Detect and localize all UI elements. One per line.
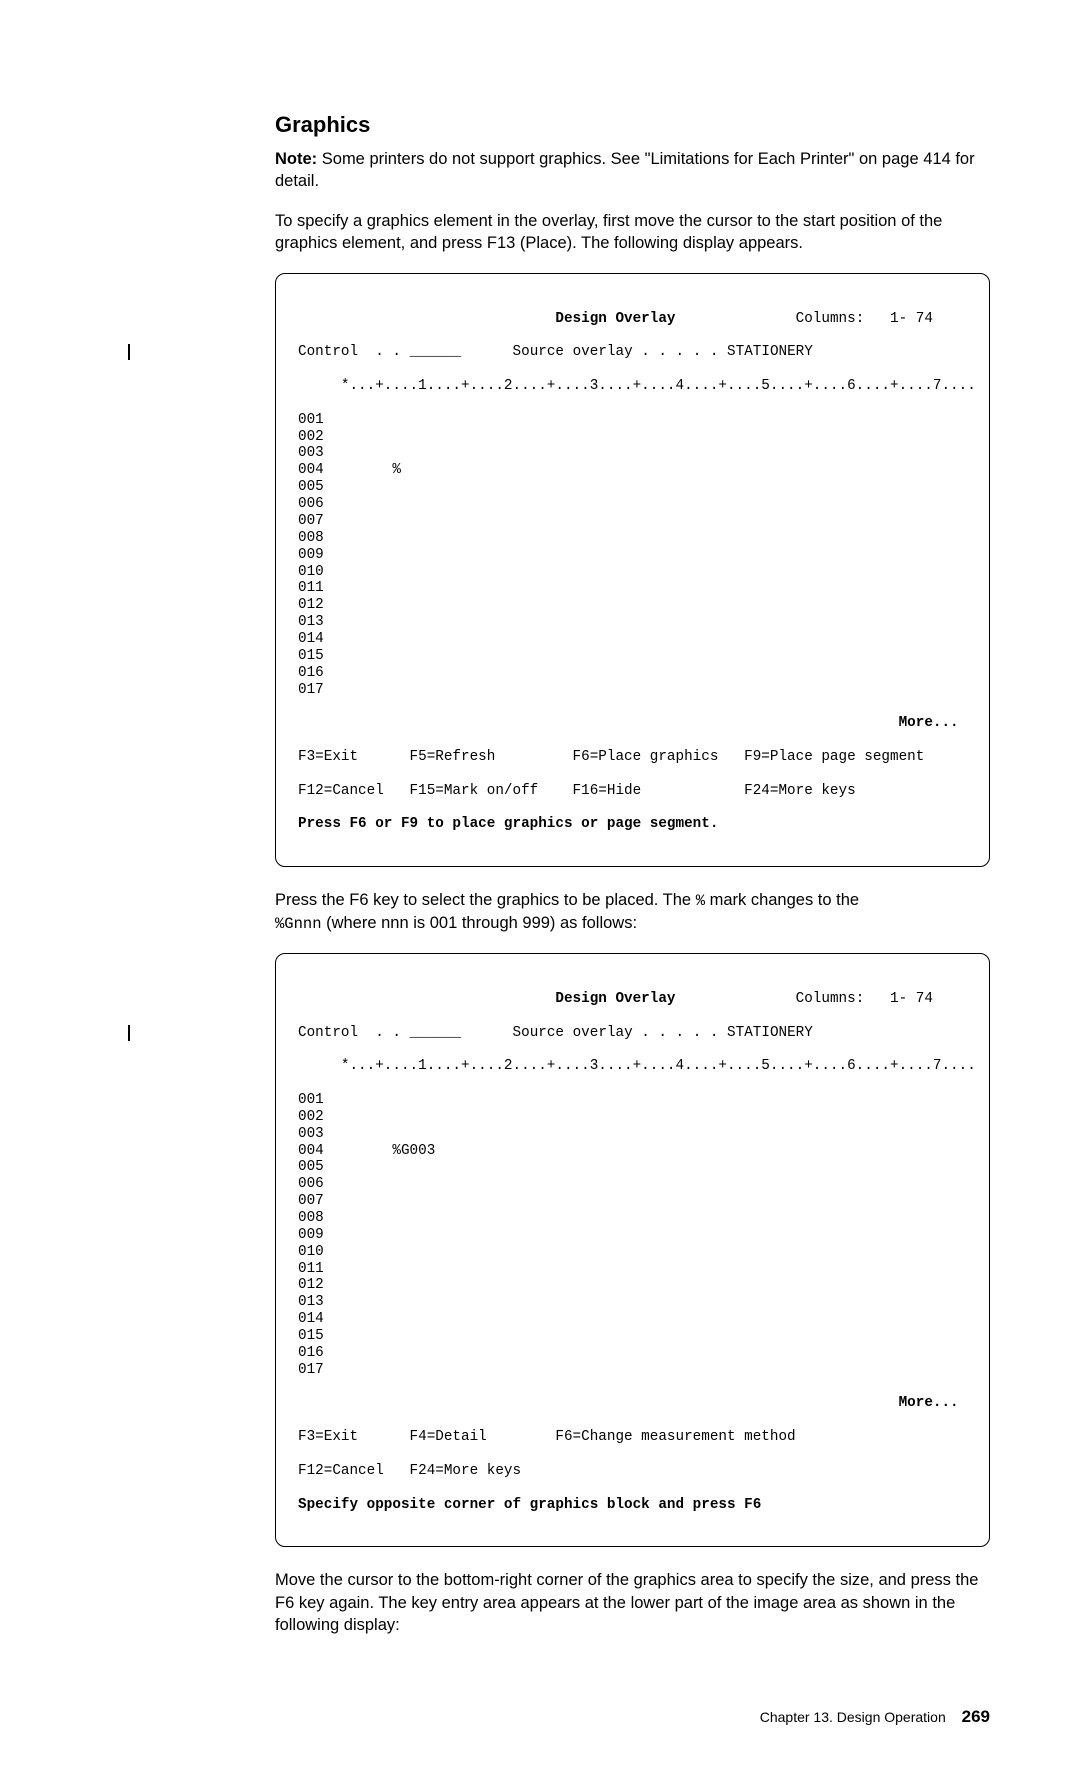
change-bar-icon [128,1025,130,1041]
more-indicator: More... [899,715,959,731]
change-bar-icon [128,344,130,360]
control-label: Control . . [298,1025,401,1041]
note-pageref: 414 [923,150,951,168]
term-row: 011 [298,1261,967,1278]
source-label: Source overlay . . . . . [513,1025,719,1041]
term-row: 012 [298,1277,967,1294]
term-row: 002 [298,1109,967,1126]
term-prompt: Press F6 or F9 to place graphics or page… [298,816,967,833]
term-row: 011 [298,580,967,597]
term-fkeys-1: F3=Exit F5=Refresh F6=Place graphics F9=… [298,749,967,766]
term-row: 014 [298,1311,967,1328]
term-row: 007 [298,1193,967,1210]
term-pad [676,311,796,327]
percent-mark: % [696,892,705,910]
mid-paragraph: Press the F6 key to select the graphics … [275,889,990,935]
term-ruler: *...+....1....+....2....+....3....+....4… [298,1058,967,1075]
term-rows: 001002003004 %G0030050060070080090100110… [298,1092,967,1379]
columns-value: 1- 74 [890,991,933,1007]
term-row: 012 [298,597,967,614]
para2c: (where nnn is 001 through 999) as follow… [322,914,638,932]
term-more-line: More... [298,1395,967,1412]
term-row: 009 [298,1227,967,1244]
source-value: STATIONERY [727,1025,813,1041]
term-prompt: Specify opposite corner of graphics bloc… [298,1497,967,1514]
term-title: Design Overlay [555,311,675,327]
source-label: Source overlay . . . . . [513,344,719,360]
columns-value: 1- 74 [890,311,933,327]
term-rows: 001002003004 %00500600700800901001101201… [298,412,967,699]
note-paragraph: Note: Some printers do not support graph… [275,148,990,193]
closing-paragraph: Move the cursor to the bottom-right corn… [275,1569,990,1636]
terminal-screen-1: Design Overlay Columns: 1- 74 Control . … [275,273,990,867]
source-value: STATIONERY [727,344,813,360]
intro-paragraph: To specify a graphics element in the ove… [275,210,990,255]
term-fkeys-1: F3=Exit F4=Detail F6=Change measurement … [298,1429,967,1446]
term-row: 016 [298,665,967,682]
term-row: 005 [298,479,967,496]
term-pad [298,991,555,1007]
more-indicator: More... [899,1395,959,1411]
term-row: 010 [298,564,967,581]
page-footer: Chapter 13. Design Operation 269 [275,1706,990,1729]
term-pad [298,1395,899,1411]
columns-label: Columns: [796,991,865,1007]
term-row: 001 [298,412,967,429]
term-row: 007 [298,513,967,530]
note-label: Note: [275,150,317,168]
term-row: 015 [298,648,967,665]
term-row: 008 [298,530,967,547]
term-row: 017 [298,682,967,699]
term-row: 003 [298,445,967,462]
term-row: 010 [298,1244,967,1261]
term-more-line: More... [298,715,967,732]
term-row: 006 [298,496,967,513]
columns-label: Columns: [796,311,865,327]
term-row: 013 [298,1294,967,1311]
term-title: Design Overlay [555,991,675,1007]
term-header-line-1: Design Overlay Columns: 1- 74 [298,991,967,1008]
term-row: 001 [298,1092,967,1109]
term-row: 004 % [298,462,967,479]
term-row: 004 %G003 [298,1143,967,1160]
term-row: 006 [298,1176,967,1193]
term-row: 014 [298,631,967,648]
term-control-line: Control . . ______ Source overlay . . . … [298,344,967,361]
term-row: 016 [298,1345,967,1362]
term-pad [864,991,890,1007]
term-pad [298,311,555,327]
control-label: Control . . [298,344,401,360]
control-blank: ______ [410,344,461,360]
note-text: Some printers do not support graphics. S… [317,150,923,168]
term-row: 013 [298,614,967,631]
term-pad [676,991,796,1007]
term-row: 009 [298,547,967,564]
term-row: 003 [298,1126,967,1143]
term-row: 015 [298,1328,967,1345]
term-pad [298,715,899,731]
control-blank: ______ [410,1025,461,1041]
term-fkeys-2: F12=Cancel F15=Mark on/off F16=Hide F24=… [298,783,967,800]
term-row: 002 [298,429,967,446]
section-heading: Graphics [275,110,990,140]
term-row: 008 [298,1210,967,1227]
term-pad [864,311,890,327]
term-control-line: Control . . ______ Source overlay . . . … [298,1025,967,1042]
footer-page-number: 269 [962,1707,990,1726]
term-fkeys-2: F12=Cancel F24=More keys [298,1463,967,1480]
term-header-line-1: Design Overlay Columns: 1- 74 [298,311,967,328]
terminal-screen-2: Design Overlay Columns: 1- 74 Control . … [275,953,990,1547]
footer-chapter: Chapter 13. Design Operation [760,1709,946,1725]
term-row: 005 [298,1159,967,1176]
gnnn-code: %Gnnn [275,915,322,933]
term-row: 017 [298,1362,967,1379]
term-ruler: *...+....1....+....2....+....3....+....4… [298,378,967,395]
para2a: Press the F6 key to select the graphics … [275,891,696,909]
para2b: mark changes to the [705,891,859,909]
